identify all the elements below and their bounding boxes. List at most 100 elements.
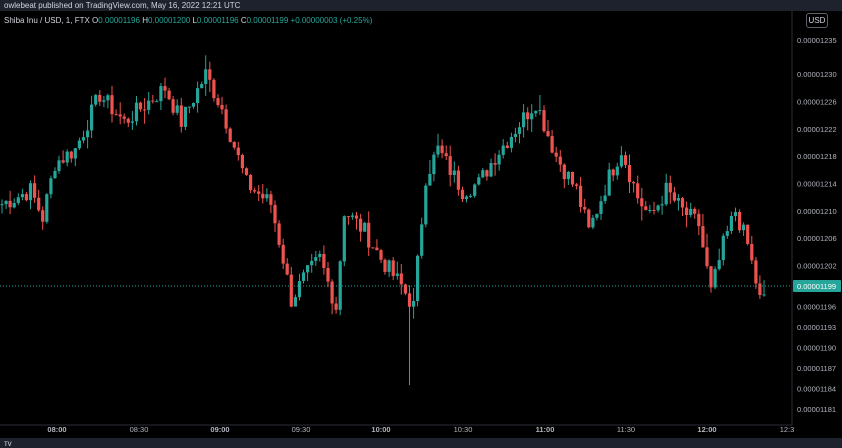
candle-body: [147, 100, 151, 110]
candle-body: [517, 127, 522, 134]
candle-body: [244, 168, 249, 175]
candle-body: [538, 110, 542, 112]
tradingview-logo-icon[interactable]: ⁠ᴛᴠ: [4, 439, 12, 448]
candle-body: [668, 182, 672, 193]
x-tick-label: 10:30: [454, 425, 473, 434]
candle-body: [98, 94, 102, 102]
x-tick-label: 10:00: [371, 425, 390, 434]
candle-body: [118, 114, 122, 117]
candle-body: [656, 205, 660, 211]
candle-body: [371, 247, 375, 249]
publisher-text: owlebeat published on TradingView.com, M…: [4, 1, 241, 10]
candle-body: [729, 216, 733, 231]
candle-body: [45, 194, 49, 222]
candle-body: [636, 183, 640, 199]
y-tick-label: 0.00001184: [797, 385, 836, 394]
x-tick-label: 12:00: [697, 425, 716, 434]
candle-body: [615, 166, 619, 176]
x-tick-label: 11:00: [536, 425, 555, 434]
x-tick-label: 08:30: [130, 425, 149, 434]
candle-body: [709, 266, 713, 288]
candle-body: [395, 273, 399, 276]
y-tick-label: 0.00001181: [797, 405, 836, 414]
candle-body: [338, 261, 342, 310]
candle-body: [208, 69, 212, 80]
candle-body: [652, 210, 656, 211]
candle-body: [522, 112, 526, 128]
candle-body: [399, 273, 403, 285]
candle-body: [762, 294, 766, 296]
candle-body: [697, 213, 701, 227]
candle-body: [599, 201, 603, 214]
candle-body: [106, 95, 110, 101]
candle-body: [167, 90, 171, 100]
candle-body: [420, 224, 424, 256]
candle-body: [322, 254, 326, 268]
open-value: 0.00001196: [98, 16, 140, 25]
candle-body: [41, 210, 45, 222]
open-label: O: [92, 16, 99, 25]
candle-body: [61, 160, 65, 163]
price-chart[interactable]: 0.00001235 0.00001230 0.00001226 0.00001222…: [0, 0, 842, 438]
close-value: 0.00001199: [246, 16, 289, 25]
x-tick-label: 09:00: [210, 425, 229, 434]
candle-body: [660, 204, 664, 206]
candle-body: [554, 152, 558, 157]
close-label: C: [240, 16, 247, 25]
candle-body: [407, 293, 412, 307]
candle-body: [37, 197, 41, 211]
publisher-bar: owlebeat published on TradingView.com, M…: [0, 0, 842, 11]
candle-body: [363, 222, 367, 232]
candle-body: [619, 155, 623, 167]
currency-button[interactable]: USD: [806, 13, 828, 28]
symbol-name[interactable]: Shiba Inu / USD, 1, FTX: [4, 16, 90, 25]
candle-body: [314, 257, 318, 261]
low-label: L: [192, 16, 197, 25]
candle-body: [754, 260, 758, 284]
candle-body: [281, 244, 285, 264]
y-tick-label: 0.00001218: [797, 152, 837, 161]
candle-body: [81, 137, 86, 141]
candle-body: [579, 185, 583, 207]
candle-body: [416, 255, 420, 301]
candle-body: [114, 114, 118, 116]
candle-body: [151, 100, 155, 102]
candle-body: [232, 141, 236, 148]
candle-body: [432, 154, 436, 175]
candle-body: [49, 178, 53, 195]
candle-body: [224, 109, 228, 129]
candle-body: [110, 95, 114, 115]
candle-body: [102, 100, 106, 102]
candle-body: [648, 210, 652, 211]
candle-body: [575, 184, 579, 186]
candle-body: [33, 183, 37, 198]
candle-body: [204, 69, 208, 84]
candle-body: [460, 189, 465, 199]
x-tick-label: 12:3: [780, 425, 795, 434]
candle-body: [497, 154, 501, 165]
candle-body: [591, 217, 595, 228]
candle-body: [717, 260, 721, 270]
candle-body: [485, 170, 489, 177]
last-price-tag: [793, 280, 841, 292]
candle-body: [546, 131, 550, 137]
candle-body: [481, 170, 485, 178]
candle-body: [701, 226, 705, 248]
candle-body: [138, 102, 143, 110]
candle-body: [354, 215, 359, 219]
candle-body: [212, 79, 216, 99]
y-tick-label: 0.00001193: [797, 323, 836, 332]
candle-body: [249, 174, 253, 191]
candle-body: [196, 88, 200, 104]
footer-bar: ⁠ᴛᴠ: [0, 438, 842, 448]
candle-body: [721, 235, 725, 261]
candle-body: [583, 207, 587, 210]
candle-body: [306, 265, 310, 273]
candle-body: [746, 224, 750, 244]
candle-body: [680, 198, 685, 208]
candle-body: [534, 110, 538, 114]
candle-body: [436, 145, 440, 155]
x-tick-label: 11:30: [617, 425, 635, 434]
candle-body: [28, 183, 33, 201]
candle-body: [326, 268, 330, 282]
